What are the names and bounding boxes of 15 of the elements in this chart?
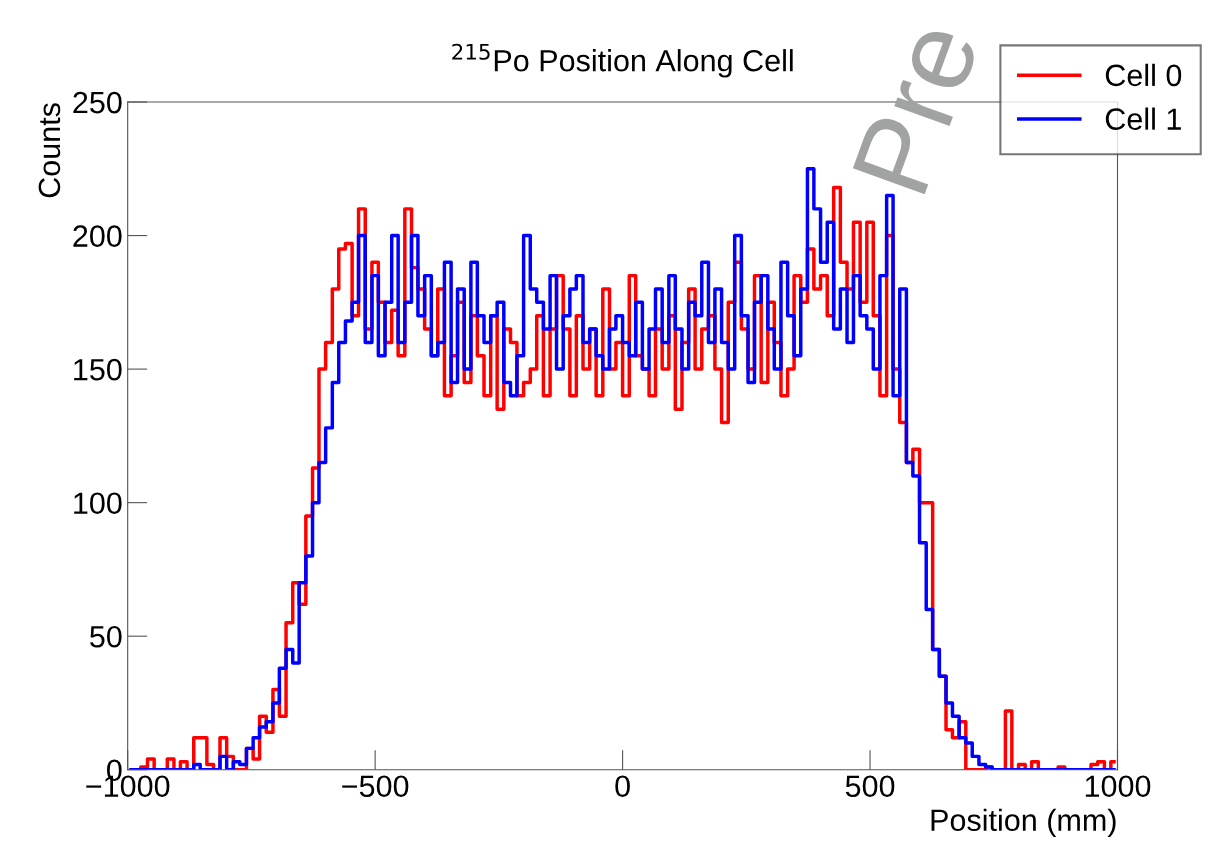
x-tick-label: 500 (845, 775, 895, 798)
x-tick-label: 0 (615, 775, 630, 798)
y-tick-label: 250 (73, 91, 122, 114)
legend-label: Cell 0 (1105, 63, 1182, 87)
y-tick-label: 50 (90, 625, 122, 648)
chart-title: $^{215}$Po Position Along Cell (452, 43, 793, 78)
y-axis-title: Counts (38, 103, 61, 198)
x-axis-title: Position (mm) (931, 808, 1116, 838)
x-tick-label: 1000 (1085, 775, 1151, 798)
y-tick-label: 150 (74, 358, 122, 381)
x-tick-label: −500 (342, 775, 409, 798)
legend-label: Cell 1 (1105, 107, 1181, 130)
y-tick-label: 100 (74, 492, 122, 515)
y-tick-label: 200 (73, 225, 122, 247)
annotation: Pre (852, 18, 981, 195)
